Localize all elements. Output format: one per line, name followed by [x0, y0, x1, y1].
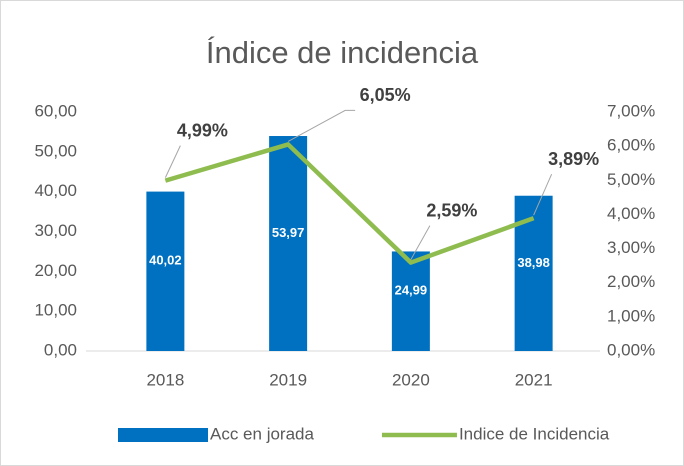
- y-tick-label: 60,00: [34, 101, 77, 120]
- bar-value-label: 40,02: [149, 253, 182, 268]
- line-value-label: 2,59%: [426, 200, 477, 220]
- y2-tick-label: 7,00%: [607, 101, 655, 120]
- y-tick-label: 0,00: [44, 340, 77, 359]
- x-tick-label: 2021: [515, 370, 553, 389]
- chart-title: Índice de incidencia: [206, 35, 479, 70]
- y-tick-label: 30,00: [34, 221, 77, 240]
- y-tick-label: 10,00: [34, 301, 77, 320]
- x-tick-label: 2019: [269, 370, 307, 389]
- x-tick-label: 2020: [392, 370, 430, 389]
- y-tick-label: 40,00: [34, 181, 77, 200]
- bar-value-label: 38,98: [517, 255, 550, 270]
- line: [164, 142, 535, 265]
- y2-tick-label: 0,00%: [607, 340, 655, 359]
- y2-tick-label: 1,00%: [607, 306, 655, 325]
- bar: [146, 191, 185, 351]
- bar: [391, 251, 430, 351]
- legend-label: Acc en jorada: [210, 424, 314, 443]
- y2-tick-label: 5,00%: [607, 170, 655, 189]
- legend-swatch: [118, 428, 208, 442]
- y2-tick-label: 6,00%: [607, 136, 655, 155]
- legend-label: Indice de Incidencia: [459, 424, 610, 443]
- line-value-label: 6,05%: [360, 85, 411, 105]
- bar-value-label: 24,99: [395, 283, 428, 298]
- leader-line: [533, 173, 553, 216]
- leader-line: [164, 145, 181, 178]
- leader-line: [287, 109, 356, 142]
- y2-tick-label: 4,00%: [607, 204, 655, 223]
- y2-tick-label: 3,00%: [607, 238, 655, 257]
- y-tick-label: 20,00: [34, 261, 77, 280]
- bar: [269, 136, 308, 351]
- line-value-label: 3,89%: [548, 149, 599, 169]
- x-tick-label: 2018: [146, 370, 184, 389]
- y-tick-label: 50,00: [34, 141, 77, 160]
- y2-tick-label: 2,00%: [607, 272, 655, 291]
- bar-value-label: 53,97: [272, 225, 305, 240]
- leader-line: [410, 225, 431, 260]
- line-value-label: 4,99%: [177, 120, 228, 140]
